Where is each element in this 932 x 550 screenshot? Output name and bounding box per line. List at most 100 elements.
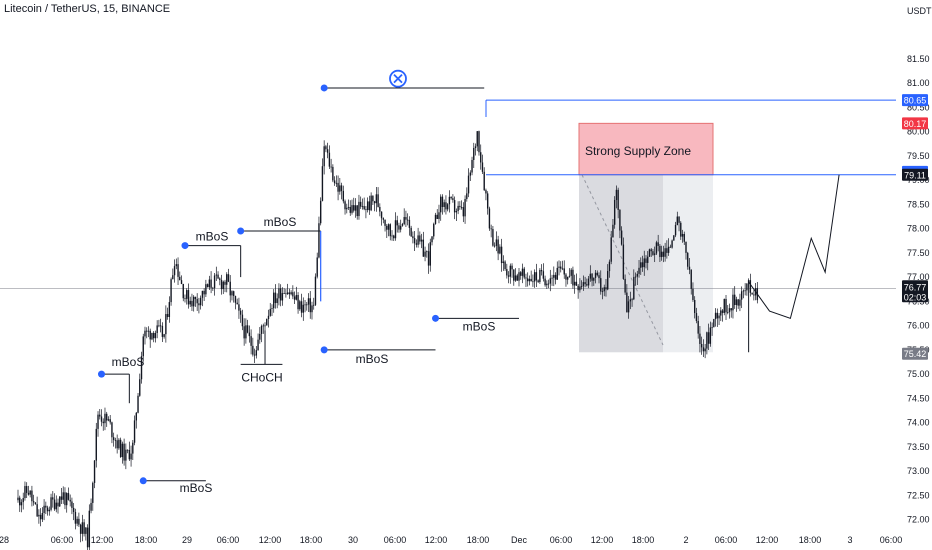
candle-body [603, 287, 605, 292]
candle-body [347, 206, 350, 208]
candle-body [135, 412, 137, 421]
chart-title: Litecoin / TetherUS, 15, BINANCE [4, 3, 171, 15]
price-tag [902, 117, 928, 130]
x-tick-label: 29 [182, 535, 192, 545]
candle-body [417, 235, 419, 245]
candle-body [356, 205, 358, 217]
candle-body [76, 518, 78, 524]
candle-body [132, 442, 134, 454]
candle-body [455, 210, 458, 213]
candle-body [619, 209, 621, 231]
candle-body [220, 279, 223, 290]
candle-body [410, 227, 412, 237]
annotation-point[interactable] [237, 227, 245, 235]
candle-body [234, 295, 237, 303]
candle-body [293, 296, 296, 300]
candle-body [513, 269, 515, 281]
candle-body [219, 278, 221, 280]
candle-body [269, 308, 271, 316]
projection-path[interactable] [748, 174, 840, 353]
candle-body [389, 224, 391, 237]
candle-body [401, 224, 404, 226]
candle-body [276, 298, 278, 304]
candle-body [114, 439, 117, 441]
candle-body [182, 283, 184, 299]
candle-body [690, 269, 692, 289]
candle-body [732, 294, 734, 311]
candle-body [316, 257, 318, 277]
candle-body [140, 356, 143, 380]
candle-body [71, 501, 73, 508]
candle-body [420, 239, 423, 242]
candle-body [697, 320, 699, 334]
candle-body [41, 512, 44, 520]
candle-body [753, 294, 755, 296]
currency-label: USDT [907, 6, 932, 16]
candle-body [707, 332, 710, 344]
annotation-point[interactable] [181, 242, 189, 250]
candle-body [445, 202, 447, 210]
candle-body [337, 182, 339, 192]
candle-body [83, 522, 85, 534]
annotation-point[interactable] [320, 346, 328, 354]
candle-body [175, 264, 178, 267]
candle-body [106, 413, 108, 421]
candle-body [657, 242, 659, 246]
candle-body [567, 276, 569, 280]
candle-body [480, 152, 482, 163]
candle-body [373, 201, 376, 204]
candle-body [206, 284, 209, 288]
candle-body [255, 350, 258, 356]
x-tick-label: 18:00 [632, 535, 655, 545]
candle-body [573, 281, 576, 286]
candle-body [426, 251, 428, 253]
candle-body [692, 288, 694, 300]
swing-high-point[interactable] [320, 84, 328, 92]
candle-body [104, 413, 106, 424]
candle-body [408, 219, 411, 228]
y-tick-label: 81.50 [907, 54, 930, 64]
candle-body [526, 278, 529, 282]
x-tick-label: 18:00 [467, 535, 490, 545]
candle-body [424, 251, 426, 257]
candle-body [137, 395, 139, 413]
candle-body [43, 505, 45, 513]
candle-body [253, 354, 256, 356]
x-tick-label: 12:00 [591, 535, 614, 545]
candle-body [608, 261, 611, 272]
candle-body [78, 518, 80, 525]
candle-body [699, 333, 701, 344]
annotation-point[interactable] [432, 314, 439, 322]
candle-body [189, 300, 191, 305]
candle-body [319, 200, 322, 224]
candle-body [558, 266, 560, 268]
candle-body [297, 294, 299, 310]
candle-body [469, 172, 471, 176]
candle-body [412, 236, 414, 239]
x-tick-label: 12:00 [756, 535, 779, 545]
candle-body [702, 347, 705, 352]
candle-body [384, 219, 386, 226]
price-tag-label: 80.17 [904, 119, 927, 129]
candle-body [610, 237, 612, 262]
annotation-point[interactable] [98, 370, 105, 378]
candle-body [427, 251, 430, 266]
candle-body [664, 248, 666, 257]
candle-body [687, 252, 689, 267]
candle-body [565, 274, 567, 280]
annotation-point[interactable] [139, 477, 147, 485]
candle-body [586, 284, 588, 286]
candle-body [556, 267, 558, 280]
candle-body [591, 273, 593, 281]
candle-body [198, 303, 200, 306]
annotation-label: mBoS [463, 319, 496, 333]
candle-body [236, 302, 238, 305]
candle-body [673, 235, 675, 241]
candle-body [161, 325, 164, 337]
candle-body [88, 510, 91, 548]
candle-body [213, 275, 216, 289]
candle-body [52, 497, 54, 500]
range-diagonal [581, 174, 664, 346]
candle-body [394, 220, 397, 239]
